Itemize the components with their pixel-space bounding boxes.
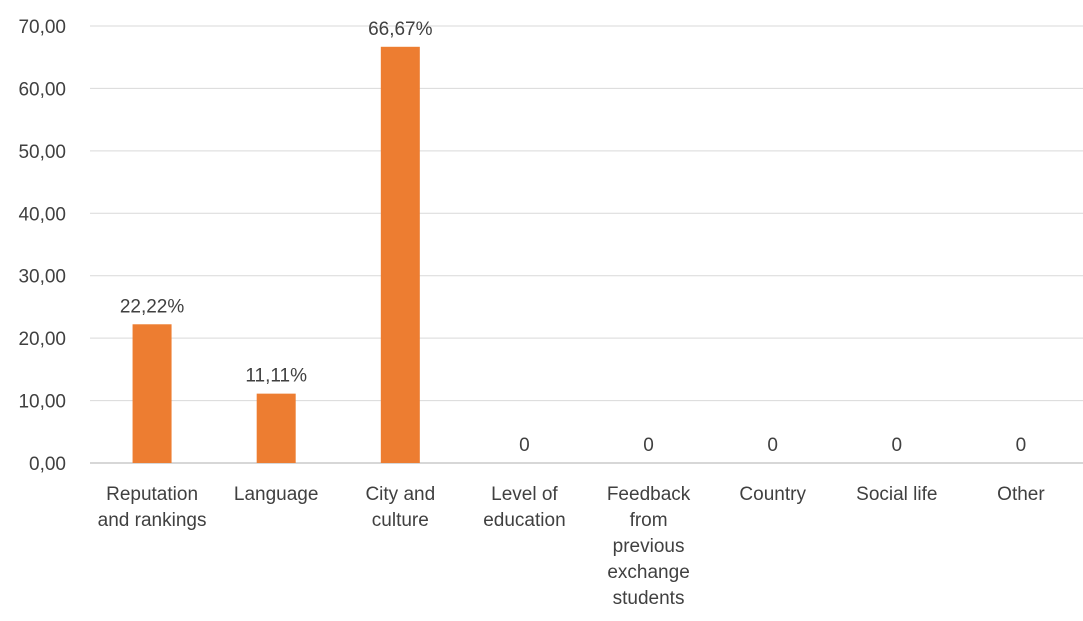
data-label: 66,67% bbox=[368, 19, 433, 40]
x-tick-label-line: and rankings bbox=[98, 510, 207, 531]
x-tick-label-line: Level of bbox=[491, 484, 558, 505]
data-labels: 22,22% 11,11% 66,67% 0 0 0 0 0 bbox=[120, 19, 1026, 456]
x-tick-label-line: City and bbox=[365, 484, 435, 505]
x-tick-label-line: Other bbox=[997, 484, 1045, 505]
y-tick-label: 60,00 bbox=[18, 79, 66, 100]
data-label: 0 bbox=[1016, 435, 1027, 456]
x-tick-label-line: education bbox=[483, 510, 565, 531]
x-tick-label-line: previous bbox=[613, 536, 685, 557]
x-axis-tick-labels: Reputation and rankings Language City and cu… bbox=[98, 484, 1046, 609]
bar bbox=[132, 324, 172, 463]
x-tick-label: Level of education bbox=[483, 484, 565, 531]
y-tick-label: 20,00 bbox=[18, 329, 66, 350]
data-label: 0 bbox=[892, 435, 903, 456]
data-label: 0 bbox=[643, 435, 654, 456]
x-tick-label-line: Language bbox=[234, 484, 319, 505]
x-tick-label-line: Country bbox=[739, 484, 806, 505]
x-tick-label-line: Reputation bbox=[106, 484, 198, 505]
y-tick-label: 30,00 bbox=[18, 267, 66, 288]
y-tick-label: 10,00 bbox=[18, 392, 66, 413]
x-tick-label: Language bbox=[234, 484, 319, 505]
gridlines bbox=[90, 25, 1083, 464]
x-tick-label-line: Feedback bbox=[607, 484, 691, 505]
bar bbox=[380, 46, 420, 463]
y-tick-label: 40,00 bbox=[18, 204, 66, 225]
data-label: 22,22% bbox=[120, 296, 185, 317]
y-tick-label: 50,00 bbox=[18, 142, 66, 163]
x-tick-label: Social life bbox=[856, 484, 937, 505]
bars bbox=[132, 46, 420, 463]
x-tick-label: Feedback from previous exchange students bbox=[607, 484, 691, 609]
y-tick-label: 0,00 bbox=[29, 454, 66, 475]
x-tick-label-line: from bbox=[630, 510, 668, 531]
x-tick-label-line: exchange bbox=[607, 562, 689, 583]
x-tick-label-line: students bbox=[613, 588, 685, 609]
x-tick-label: Country bbox=[739, 484, 806, 505]
x-tick-label-line: culture bbox=[372, 510, 429, 531]
bar bbox=[256, 393, 296, 463]
data-label: 0 bbox=[519, 435, 530, 456]
data-label: 11,11% bbox=[245, 366, 307, 387]
x-tick-label: City and culture bbox=[365, 484, 435, 531]
x-tick-label-line: Social life bbox=[856, 484, 937, 505]
y-tick-label: 70,00 bbox=[18, 17, 66, 38]
data-label: 0 bbox=[767, 435, 778, 456]
x-tick-label: Other bbox=[997, 484, 1045, 505]
y-axis-tick-labels: 0,00 10,00 20,00 30,00 40,00 50,00 60,00 70,00 bbox=[18, 17, 66, 475]
x-tick-label: Reputation and rankings bbox=[98, 484, 207, 531]
